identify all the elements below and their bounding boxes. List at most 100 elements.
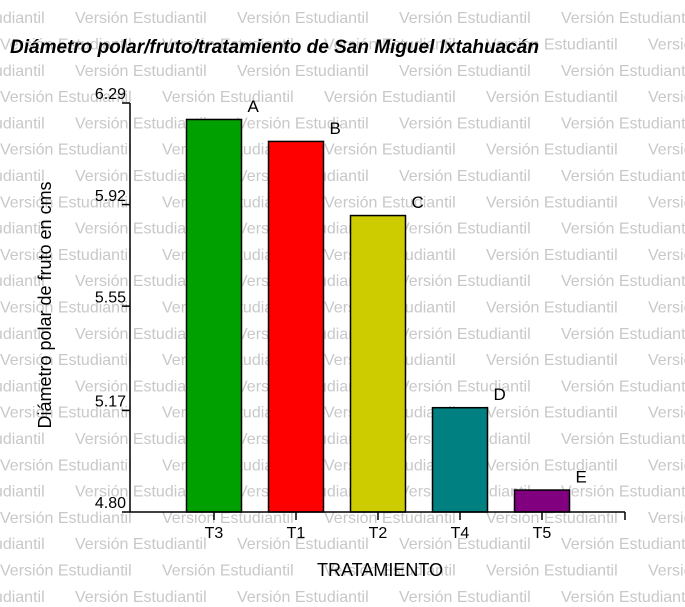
watermark-text: Versión Estudiantil: [561, 378, 685, 395]
watermark-text: Versión Estudiantil: [0, 326, 45, 343]
watermark-text: Versión Estudiantil: [0, 536, 45, 553]
watermark-text: Versión Estudiantil: [237, 63, 369, 80]
y-axis-label: Diámetro polar de fruto en cms: [35, 181, 55, 428]
bar: [349, 214, 407, 513]
watermark-text: Versión Estudiantil: [561, 221, 685, 238]
watermark-text: Versión Estudiantil: [324, 142, 456, 159]
watermark-text: Versión Estudiantil: [486, 142, 618, 159]
watermark-text: Versión Estudiantil: [75, 115, 207, 132]
y-tick-label: 6.29: [95, 86, 126, 103]
bar: [513, 489, 571, 513]
watermark-text: Versión Estudiantil: [486, 89, 618, 106]
watermark-text: Versión Estudiantil: [399, 326, 531, 343]
watermark-text: Versión Estudiantil: [75, 168, 207, 185]
watermark-text: Versión Estudiantil: [0, 563, 132, 580]
watermark-text: Versión Estudiantil: [561, 115, 685, 132]
watermark-text: Versión Estudiantil: [399, 115, 531, 132]
watermark-text: Versión Estudiantil: [324, 37, 456, 54]
watermark-text: Versión Estudiantil: [0, 589, 45, 606]
watermark-text: Versión Estudiantil: [0, 510, 132, 527]
x-tick-label: T4: [451, 525, 470, 542]
y-tick-label: 5.92: [95, 188, 126, 205]
watermark-text: Versión Estudiantil: [486, 37, 618, 54]
watermark-text: Versión Estudiantil: [648, 563, 685, 580]
watermark-text: Versión Estudiantil: [237, 589, 369, 606]
watermark-text: Versión Estudiantil: [399, 589, 531, 606]
watermark-text: Versión Estudiantil: [0, 300, 132, 317]
watermark-text: Versión Estudiantil: [75, 63, 207, 80]
watermark-text: Versión Estudiantil: [561, 326, 685, 343]
watermark-text: Versión Estudiantil: [399, 378, 531, 395]
watermark-text: Versión Estudiantil: [0, 63, 45, 80]
x-axis-label: TRATAMIENTO: [317, 560, 443, 580]
x-tick-label: T1: [287, 525, 306, 542]
y-tick-label: 5.55: [95, 289, 126, 306]
watermark-text: Versión Estudiantil: [0, 457, 132, 474]
watermark-text: Versión Estudiantil: [75, 273, 207, 290]
watermark-text: Versión Estudiantil: [162, 89, 294, 106]
watermark-text: Versión Estudiantil: [0, 431, 45, 448]
watermark-text: Versión Estudiantil: [75, 484, 207, 501]
watermark-text: Versión Estudiantil: [75, 326, 207, 343]
x-tick-label: T2: [369, 525, 388, 542]
watermark-text: Versión Estudiantil: [162, 563, 294, 580]
watermark-text: Versión Estudiantil: [0, 194, 132, 211]
watermark-text: Versión Estudiantil: [75, 589, 207, 606]
watermark-text: Versión Estudiantil: [237, 115, 369, 132]
watermark-text: Versión Estudiantil: [324, 89, 456, 106]
watermark-text: Versión Estudiantil: [0, 89, 132, 106]
watermark-text: Versión Estudiantil: [486, 405, 618, 422]
watermark-text: Versión Estudiantil: [0, 273, 45, 290]
x-tick-label: T5: [533, 525, 552, 542]
watermark-text: Versión Estudiantil: [486, 194, 618, 211]
watermark-text: Versión Estudiantil: [324, 563, 456, 580]
watermark-text: Versión Estudiantil: [0, 484, 45, 501]
watermark-text: Versión Estudiantil: [486, 457, 618, 474]
bar: [185, 118, 243, 513]
chart-title: Diámetro polar/fruto/tratamiento de San …: [10, 37, 539, 58]
data-label: D: [494, 385, 506, 404]
watermark-text: Versión Estudiantil: [561, 273, 685, 290]
watermark-text: Versión Estudiantil: [561, 589, 685, 606]
watermark-text: Versión Estudiantil: [648, 510, 685, 527]
bar: [267, 140, 325, 513]
watermark-text: Versión Estudiantil: [75, 378, 207, 395]
watermark-text: Versión Estudiantil: [75, 221, 207, 238]
watermark-text: Versión Estudiantil: [561, 168, 685, 185]
watermark-text: Versión Estudiantil: [0, 221, 45, 238]
watermark-text: Versión Estudiantil: [324, 194, 456, 211]
watermark-text: Versión Estudiantil: [399, 221, 531, 238]
watermark-text: Versión Estudiantil: [399, 536, 531, 553]
watermark-text: Versión Estudiantil: [648, 247, 685, 264]
watermark-text: Versión Estudiantil: [648, 89, 685, 106]
watermark-text: Versión Estudiantil: [75, 536, 207, 553]
watermark-text: Versión Estudiantil: [486, 510, 618, 527]
watermark-text: Versión Estudiantil: [648, 142, 685, 159]
watermark-text: Versión Estudiantil: [162, 510, 294, 527]
watermark-text: Versión Estudiantil: [75, 10, 207, 27]
watermark-text: Versión Estudiantil: [0, 142, 132, 159]
watermark-text: Versión Estudiantil: [486, 352, 618, 369]
watermark-text: Versión Estudiantil: [399, 63, 531, 80]
bar: [431, 406, 489, 513]
watermark-text: Versión Estudiantil: [399, 168, 531, 185]
watermark-text: Versión Estudiantil: [561, 10, 685, 27]
watermark-text: Versión Estudiantil: [399, 10, 531, 27]
data-label: E: [576, 468, 587, 487]
watermark-text: Versión Estudiantil: [0, 168, 45, 185]
watermark-text: Versión Estudiantil: [648, 37, 685, 54]
watermark-text: Versión Estudiantil: [0, 405, 132, 422]
watermark-text: Versión Estudiantil: [0, 378, 45, 395]
watermark-text: Versión Estudiantil: [0, 37, 132, 54]
data-label: A: [248, 97, 260, 116]
watermark-text: Versión Estudiantil: [561, 536, 685, 553]
watermark-text: Versión Estudiantil: [648, 457, 685, 474]
watermark-text: Versión Estudiantil: [324, 510, 456, 527]
watermark-text: Versión Estudiantil: [486, 247, 618, 264]
watermark-text: Versión Estudiantil: [162, 37, 294, 54]
watermark-text: Versión Estudiantil: [561, 484, 685, 501]
watermark-text: Versión Estudiantil: [648, 352, 685, 369]
data-label: C: [412, 193, 424, 212]
watermark-text: Versión Estudiantil: [648, 405, 685, 422]
watermark-text: Versión Estudiantil: [561, 63, 685, 80]
